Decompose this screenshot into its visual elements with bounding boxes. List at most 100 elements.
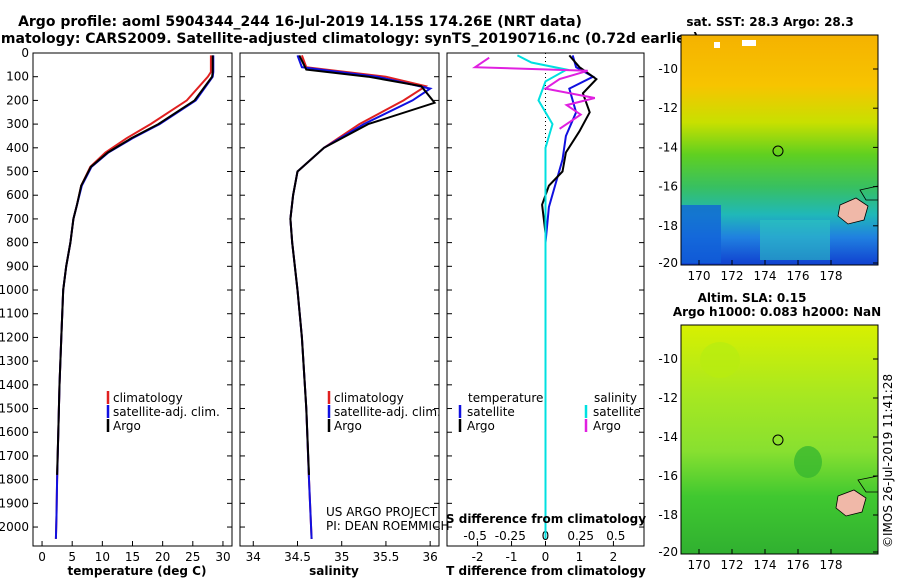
- y-tick-label: 700: [6, 212, 29, 226]
- salinity-xlabel: salinity: [309, 564, 359, 578]
- lon-tick-label: 176: [787, 558, 810, 572]
- s-difference-label: S difference from climatology: [446, 512, 646, 526]
- series-line-t-argo: [541, 54, 598, 362]
- x-tick-label: 35: [334, 550, 349, 564]
- lon-tick-label: 172: [721, 558, 744, 572]
- temperature-legend: climatology satellite-adj. clim. Argo: [106, 391, 220, 433]
- lon-tick-label: 170: [688, 269, 711, 283]
- lat-tick-label: -16: [658, 180, 678, 194]
- project-annotation: US ARGO PROJECT: [326, 505, 438, 519]
- x-tick-label: 1: [576, 550, 584, 564]
- argo-float-marker: [772, 434, 784, 446]
- pi-annotation: PI: DEAN ROEMMICH: [326, 519, 449, 533]
- y-tick-label: 1400: [0, 378, 29, 392]
- series-line-s-argo: [471, 56, 596, 130]
- sla-low-patch: [794, 446, 822, 478]
- legend-satellite-adj: satellite-adj. clim.: [334, 405, 441, 419]
- island-outline: [835, 489, 867, 517]
- legend-s-satellite: satellite: [593, 405, 641, 419]
- lon-tick-label: 178: [820, 558, 843, 572]
- profile-lines: [54, 54, 598, 539]
- y-tick-label: 200: [6, 93, 29, 107]
- legend-argo: Argo: [334, 419, 362, 433]
- legend-argo: Argo: [113, 419, 141, 433]
- y-tick-label: 100: [6, 70, 29, 84]
- difference-legend: temperature satellite Argo salinity sate…: [458, 391, 641, 433]
- sst-map-frame: [680, 34, 879, 266]
- sst-map: [680, 34, 879, 266]
- sst-missing-pixel: [714, 42, 720, 48]
- difference-xlabel: T difference from climatology: [446, 564, 646, 578]
- x-tick-label: 0: [542, 550, 550, 564]
- y-tick-label: 300: [6, 117, 29, 131]
- x-tick-label: 0: [38, 550, 46, 564]
- x-tick-label: 5: [68, 550, 76, 564]
- y-tick-label: 500: [6, 165, 29, 179]
- sla-map: [680, 324, 879, 555]
- s-tick-label: -0.25: [495, 529, 526, 543]
- legend-t-satellite: satellite: [467, 405, 515, 419]
- x-tick-label: -1: [506, 550, 518, 564]
- legend-climatology: climatology: [113, 391, 183, 405]
- lat-tick-label: -12: [658, 101, 678, 115]
- x-tick-label: 34: [246, 550, 261, 564]
- legend-s-argo: Argo: [593, 419, 621, 433]
- salinity-legend: climatology satellite-adj. clim. Argo US…: [326, 391, 449, 533]
- x-tick-label: -2: [472, 550, 484, 564]
- lat-tick-label: -16: [658, 469, 678, 483]
- temperature-xlabel: temperature (deg C): [68, 564, 207, 578]
- legend-climatology: climatology: [334, 391, 404, 405]
- y-tick-label: 1700: [0, 449, 29, 463]
- y-tick-label: 1100: [0, 307, 29, 321]
- lat-tick-label: -14: [658, 430, 678, 444]
- series-line-argo: [289, 54, 437, 475]
- x-tick-label: 2: [610, 550, 618, 564]
- y-tick-label: 2000: [0, 520, 29, 534]
- island-outline: [837, 197, 869, 225]
- y-tick-label: 1000: [0, 283, 29, 297]
- figure-title-line2: Climatology: CARS2009. Satellite-adjuste…: [0, 31, 699, 47]
- argo-float-marker: [772, 145, 784, 157]
- x-tick-label: 36: [423, 550, 438, 564]
- y-tick-label: 1900: [0, 496, 29, 510]
- sst-cold-patch: [681, 205, 721, 263]
- y-tick-label: 1200: [0, 330, 29, 344]
- y-tick-label: 1300: [0, 354, 29, 368]
- lat-tick-label: -20: [658, 256, 678, 270]
- lat-tick-label: -10: [658, 352, 678, 366]
- sla-map-title: Altim. SLA: 0.15: [698, 291, 807, 305]
- series-line-argo: [56, 55, 214, 475]
- y-tick-label: 600: [6, 188, 29, 202]
- lat-tick-label: -20: [658, 545, 678, 559]
- x-tick-label: 34.5: [284, 550, 311, 564]
- y-tick-label: 1500: [0, 402, 29, 416]
- series-line-satellite-adj-clim-: [54, 55, 215, 539]
- sst-missing-pixel: [742, 40, 756, 46]
- x-tick-label: 15: [125, 550, 140, 564]
- lat-tick-label: -12: [658, 391, 678, 405]
- legend-salinity-title: salinity: [594, 391, 637, 405]
- legend-temperature-title: temperature: [468, 391, 543, 405]
- salinity-axes: 34 34.5 35 35.5 36: [240, 52, 439, 564]
- series-line-s-satellite: [516, 54, 570, 539]
- sst-warm-patch: [760, 220, 830, 260]
- sla-map-frame: [680, 324, 879, 555]
- lon-tick-label: 174: [754, 558, 777, 572]
- sla-map-subtitle: Argo h1000: 0.083 h2000: NaN: [673, 305, 881, 319]
- x-tick-label: 25: [185, 550, 200, 564]
- y-tick-label: 0: [21, 46, 29, 60]
- s-tick-label: 0.5: [606, 529, 625, 543]
- imos-watermark: ©IMOS 26-Jul-2019 11:41:28: [881, 374, 895, 548]
- lon-tick-label: 176: [787, 269, 810, 283]
- x-tick-label: 10: [95, 550, 110, 564]
- y-tick-label: 400: [6, 141, 29, 155]
- lat-tick-label: -10: [658, 62, 678, 76]
- series-line-climatology: [54, 55, 212, 539]
- figure-title-line1: Argo profile: aoml 5904344_244 16-Jul-20…: [18, 14, 582, 30]
- y-tick-label: 1600: [0, 425, 29, 439]
- temperature-axes: 0 5 10 15 20 25 300100200300400500600700800900…: [0, 46, 232, 564]
- lon-tick-label: 172: [721, 269, 744, 283]
- sla-high-patch: [700, 342, 740, 378]
